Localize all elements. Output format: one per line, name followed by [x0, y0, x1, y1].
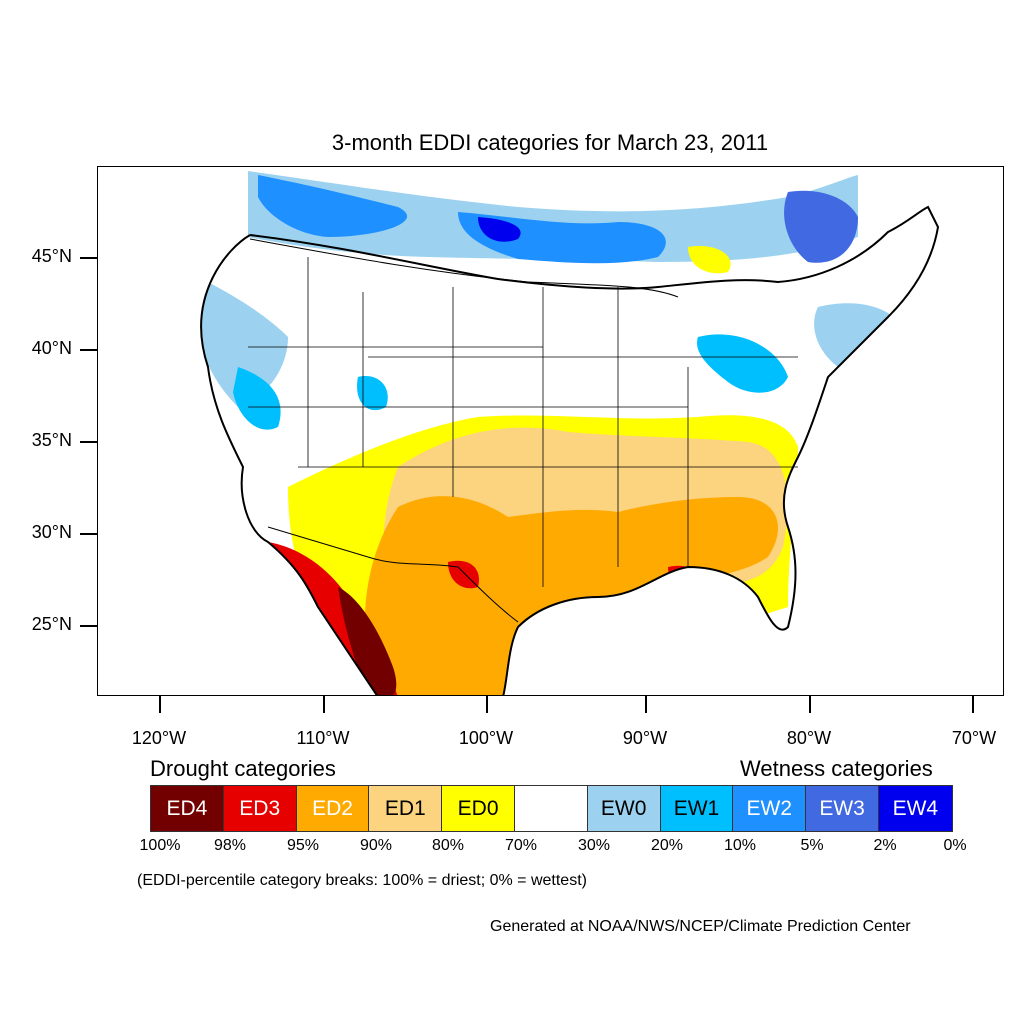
- pct-break-30: 30%: [577, 837, 611, 854]
- pct-break-95: 95%: [286, 837, 320, 854]
- lat-label-25: 25°N: [31, 614, 72, 634]
- legend-cell-ew4: EW4: [878, 786, 952, 831]
- lon-label-80: 80°W: [786, 728, 832, 748]
- lon-label-110: 110°W: [296, 728, 350, 748]
- lat-tick-30: [80, 533, 97, 535]
- legend-cell-ed3: ED3: [223, 786, 297, 831]
- lat-tick-35: [80, 441, 97, 443]
- legend-cell-neutral: [514, 786, 588, 831]
- legend-cell-ew1: EW1: [660, 786, 734, 831]
- wet-area-canada: [248, 171, 858, 262]
- lat-tick-40: [80, 349, 97, 351]
- wet-area-utah: [357, 376, 388, 411]
- dry-area-ontario: [688, 246, 731, 274]
- state-borders: [248, 257, 798, 587]
- pct-break-90: 90%: [359, 837, 393, 854]
- lon-label-100: 100°W: [458, 728, 514, 748]
- wetness-heading: Wetness categories: [740, 756, 933, 781]
- pct-break-5: 5%: [800, 837, 824, 854]
- dry-area-mexico-ed4: [338, 587, 397, 695]
- lon-tick-120: [159, 696, 161, 713]
- drought-heading: Drought categories: [150, 756, 336, 781]
- us-canada-border: [249, 238, 679, 298]
- lon-tick-100: [486, 696, 488, 713]
- pct-break-0: 0%: [943, 837, 967, 854]
- legend-cell-ed0: ED0: [442, 786, 515, 831]
- pct-break-80: 80%: [431, 837, 465, 854]
- pct-break-2: 2%: [873, 837, 897, 854]
- legend-cell-ew3: EW3: [806, 786, 879, 831]
- lon-tick-90: [645, 696, 647, 713]
- dry-area-texas-ed3: [448, 560, 479, 589]
- lat-label-35: 35°N: [31, 430, 72, 450]
- map-panel: [97, 166, 1004, 696]
- legend-cell-ed1: ED1: [369, 786, 443, 831]
- lat-label-45: 45°N: [31, 246, 72, 266]
- category-note: (EDDI-percentile category breaks: 100% =…: [137, 872, 587, 889]
- lon-label-70: 70°W: [951, 728, 997, 748]
- legend-cell-ew0: EW0: [587, 786, 661, 831]
- lat-label-30: 30°N: [31, 522, 72, 542]
- lat-tick-25: [80, 625, 97, 627]
- eddi-map: [200, 171, 940, 695]
- credit-line: Generated at NOAA/NWS/NCEP/Climate Predi…: [490, 918, 911, 935]
- lat-label-40: 40°N: [31, 338, 72, 358]
- lon-tick-110: [323, 696, 325, 713]
- coastline: [200, 205, 940, 695]
- lat-tick-45: [80, 257, 97, 259]
- us-mexico-border: [267, 526, 519, 623]
- dry-area-florida-ed3: [776, 637, 794, 662]
- legend-colorbar: ED4 ED3 ED2 ED1 ED0 EW0 EW1 EW2 EW3 EW4: [150, 785, 953, 832]
- lon-tick-70: [972, 696, 974, 713]
- wet-area-canada-darkest: [478, 217, 521, 242]
- lon-tick-80: [809, 696, 811, 713]
- lon-label-120: 120°W: [131, 728, 187, 748]
- wet-area-northwest: [201, 277, 288, 407]
- wet-area-great-basin: [233, 367, 281, 430]
- pct-break-100: 100%: [139, 837, 181, 854]
- pct-break-98: 98%: [213, 837, 247, 854]
- pct-break-20: 20%: [650, 837, 684, 854]
- legend-cell-ed2: ED2: [296, 786, 370, 831]
- pct-break-10: 10%: [723, 837, 757, 854]
- legend-cell-ew2: EW2: [733, 786, 807, 831]
- wet-area-canada-deep: [258, 175, 408, 237]
- legend-cell-ed4: ED4: [151, 786, 224, 831]
- wet-area-great-lakes: [697, 334, 788, 393]
- map-title: 3-month EDDI categories for March 23, 20…: [331, 130, 769, 155]
- wet-area-quebec: [784, 190, 858, 263]
- dry-area-south-ed2: [364, 496, 778, 695]
- pct-break-70: 70%: [504, 837, 538, 854]
- lon-label-90: 90°W: [622, 728, 668, 748]
